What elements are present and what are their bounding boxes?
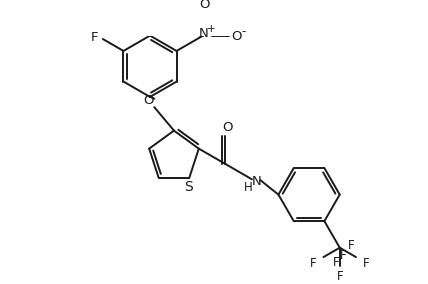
Text: F: F: [363, 257, 369, 270]
Text: F: F: [336, 270, 343, 283]
Text: F: F: [91, 31, 98, 44]
Text: F: F: [333, 256, 340, 269]
Text: -: -: [242, 25, 246, 38]
Text: O: O: [222, 121, 232, 134]
Text: F: F: [310, 257, 317, 270]
Text: O: O: [199, 0, 210, 11]
Text: N: N: [251, 175, 261, 188]
Text: F: F: [340, 249, 346, 262]
Text: F: F: [348, 239, 355, 252]
Text: S: S: [184, 180, 193, 194]
Text: O: O: [231, 30, 241, 43]
Text: +: +: [207, 24, 216, 34]
Text: O: O: [143, 94, 154, 107]
Text: H: H: [244, 181, 253, 194]
Text: N: N: [199, 27, 209, 40]
